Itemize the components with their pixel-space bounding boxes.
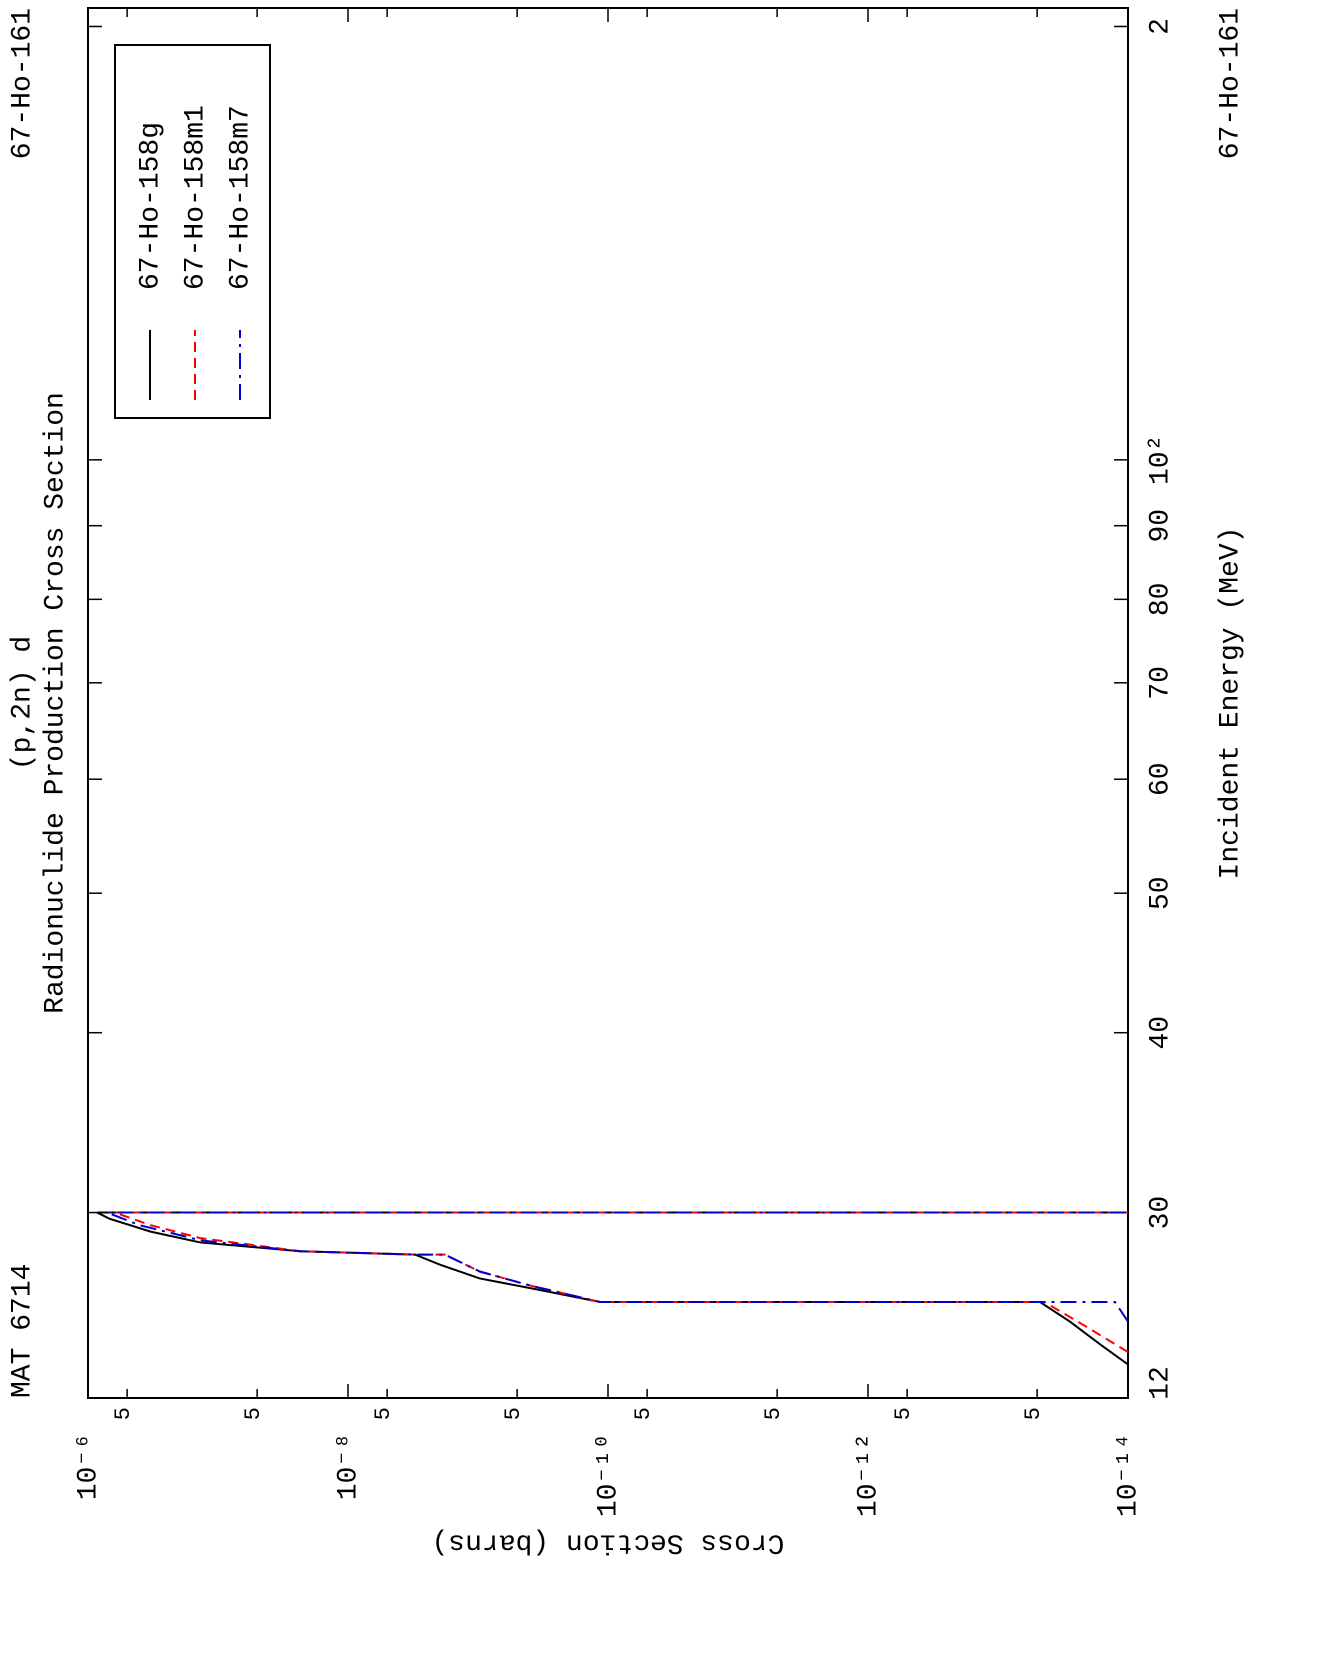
y-tick-label: 5: [1021, 1407, 1046, 1420]
x-tick-label: 10²: [1145, 435, 1176, 485]
y-tick-label: 5: [501, 1407, 526, 1420]
series-line: [106, 1211, 1128, 1323]
rotated-plot: Radionuclide Production Cross Section (p…: [7, 7, 1246, 1558]
x-tick-label: 2: [1145, 18, 1176, 35]
x-tick-label: 50: [1145, 876, 1176, 910]
y-axis-label: Cross Section (barns): [432, 1527, 785, 1558]
x-tick-label: 60: [1145, 762, 1176, 796]
x-tick-label: 90: [1145, 509, 1176, 543]
x-tick-label: 30: [1145, 1196, 1176, 1230]
y-tick-label: 10⁻⁶: [73, 1433, 104, 1500]
chart-title: Radionuclide Production Cross Section: [40, 392, 71, 1014]
y-tick-label: 5: [371, 1407, 396, 1420]
plot-lines: [96, 1211, 1128, 1366]
annotation: 67-Ho-161: [7, 8, 38, 159]
series-line: [114, 1211, 1128, 1353]
x-tick-label: 70: [1145, 666, 1176, 700]
y-tick-label: 5: [111, 1407, 136, 1420]
x-tick-label: 80: [1145, 583, 1176, 617]
y-tick-label: 10⁻¹⁰: [593, 1433, 624, 1517]
y-tick-label: 5: [891, 1407, 916, 1420]
chart-subtitle: (p,2n) d: [7, 636, 38, 770]
y-tick-label: 10⁻¹⁴: [1113, 1433, 1144, 1517]
annotation: MAT 6714: [7, 1264, 38, 1398]
y-tick-label: 5: [761, 1407, 786, 1420]
legend-box: [114, 44, 271, 419]
y-tick-label: 10⁻⁸: [333, 1433, 364, 1500]
y-tick-label: 5: [631, 1407, 656, 1420]
legend-label: 67-Ho-158m1: [180, 105, 211, 290]
legend-label: 67-Ho-158g: [135, 122, 166, 290]
y-tick-label: 5: [241, 1407, 266, 1420]
corner-label: 12: [1145, 1366, 1176, 1400]
y-tick-label: 10⁻¹²: [853, 1433, 884, 1517]
annotation: 67-Ho-161: [1215, 8, 1246, 159]
series-line: [96, 1211, 1128, 1366]
legend-label: 67-Ho-158m7: [225, 105, 256, 290]
x-axis-label: Incident Energy (MeV): [1215, 527, 1246, 880]
x-tick-label: 40: [1145, 1016, 1176, 1050]
